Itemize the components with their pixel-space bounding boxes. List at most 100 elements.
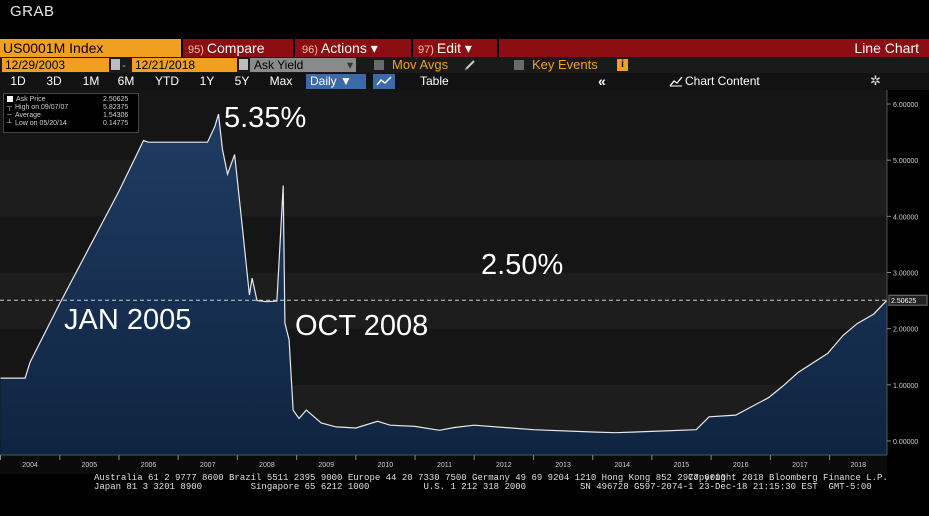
y-tick-label: 6.00000 <box>893 102 918 109</box>
chart-area[interactable]: 0.00000 1.00000 2.00000 3.00000 4.00000 5.000… <box>0 90 929 474</box>
range-3d[interactable]: 3D <box>46 74 62 88</box>
x-tick-label: 2013 <box>555 462 571 469</box>
footer-session-info: SN 496728 G597-2074-1 23-Dec-18 21:15:30… <box>580 482 872 492</box>
toolbar-separator <box>181 39 183 57</box>
range-ytd[interactable]: YTD <box>155 74 179 88</box>
y-tick-label: 5.00000 <box>893 158 918 165</box>
actions-number: 96) <box>302 44 318 56</box>
title-bar <box>0 0 929 38</box>
x-tick-label: 2005 <box>82 462 98 469</box>
range-5y[interactable]: 5Y <box>234 74 250 88</box>
x-tick-label: 2004 <box>22 462 38 469</box>
y-tick-label: 4.00000 <box>893 214 918 221</box>
current-value-tag <box>888 294 928 306</box>
legend-label: Ask Price <box>16 96 46 103</box>
compare-label: Compare <box>206 40 265 56</box>
range-1m[interactable]: 1M <box>82 74 100 88</box>
chart-content-button[interactable]: Chart Content <box>685 74 760 88</box>
collapse-icon[interactable]: « <box>598 73 606 89</box>
chart-content-icon <box>669 76 683 87</box>
y-tick-label: 1.00000 <box>893 383 918 390</box>
x-tick-label: 2014 <box>614 462 630 469</box>
annotation-current: 2.50% <box>481 249 564 281</box>
calendar-icon[interactable] <box>239 59 248 70</box>
x-tick-label: 2015 <box>674 462 690 469</box>
function-toolbar <box>0 39 929 57</box>
field-select-value: Ask Yield <box>254 58 304 72</box>
legend-value: 1.54306 <box>103 112 129 119</box>
x-tick-label: 2017 <box>792 462 808 469</box>
mov-avgs-label: Mov Avgs <box>392 57 449 72</box>
view-title: Line Chart <box>854 40 919 56</box>
footer-phone-line-2: Japan 81 3 3201 8900 Singapore 65 6212 1… <box>94 482 527 492</box>
pencil-icon[interactable] <box>464 59 476 71</box>
y-tick-label: 0.00000 <box>893 439 918 446</box>
compare-number: 95) <box>188 44 204 56</box>
x-tick-label: 2009 <box>318 462 334 469</box>
series-line <box>0 113 888 434</box>
table-button[interactable]: Table <box>420 74 449 88</box>
legend-value: 2.50625 <box>103 96 129 103</box>
info-icon[interactable]: i <box>617 59 628 71</box>
toolbar-separator <box>293 39 295 57</box>
y-tick-label: 2.00000 <box>893 327 918 334</box>
x-tick-label: 2010 <box>378 462 394 469</box>
toolbar-separator <box>497 39 499 57</box>
x-axis-band <box>0 455 887 474</box>
key-events-checkbox[interactable] <box>514 60 524 70</box>
calendar-icon[interactable] <box>111 59 120 70</box>
actions-label: Actions ▾ <box>320 40 378 56</box>
end-date-field[interactable]: 12/21/2018 <box>132 58 237 72</box>
actions-button[interactable]: 96) Actions ▾ <box>302 39 378 57</box>
edit-number: 97) <box>418 44 434 56</box>
legend-value: 0.14775 <box>103 120 129 127</box>
legend-label: Low on 05/20/14 <box>14 120 67 127</box>
toolbar-separator <box>411 39 413 57</box>
mov-avgs-checkbox[interactable] <box>374 60 384 70</box>
legend-item-average: ─ Average 1.54306 <box>7 112 128 120</box>
x-tick-label: 2011 <box>437 462 452 469</box>
legend-value: 5.82375 <box>103 104 129 111</box>
footer-copyright: Copyright 2018 Bloomberg Finance L.P. <box>580 473 888 483</box>
edit-button[interactable]: 97) Edit ▾ <box>418 39 472 57</box>
legend-label: High on 09/07/07 <box>14 104 69 111</box>
footer-phone-line-1: Australia 61 2 9777 8600 Brazil 5511 239… <box>94 473 726 483</box>
ticker-field[interactable]: US0001M Index <box>0 39 181 57</box>
legend-item-high: ┬ High on 09/07/07 5.82375 <box>7 104 128 112</box>
window-title: GRAB <box>10 3 55 20</box>
legend-item-low: ┴ Low on 05/20/14 0.14775 <box>7 120 128 128</box>
range-6m[interactable]: 6M <box>117 74 135 88</box>
chevron-down-icon: ▾ <box>346 58 353 72</box>
y-tick-label: 3.00000 <box>893 271 918 278</box>
average-marker-icon: ─ <box>7 112 12 119</box>
range-1y[interactable]: 1Y <box>199 74 215 88</box>
x-tick-label: 2007 <box>200 462 216 469</box>
x-tick-label: 2016 <box>733 462 749 469</box>
legend-label: Average <box>14 112 41 119</box>
field-select[interactable]: Ask Yield ▾ <box>250 58 356 72</box>
start-date-field[interactable]: 12/29/2003 <box>2 58 109 72</box>
series-area <box>0 114 887 455</box>
legend-item-ask-price: Ask Price 2.50625 <box>7 96 128 104</box>
compare-button[interactable]: 95) Compare <box>188 39 265 57</box>
annotation-oct-2008: OCT 2008 <box>295 310 429 342</box>
x-tick-label: 2006 <box>141 462 157 469</box>
range-bar <box>0 73 929 90</box>
x-tick-label: 2012 <box>496 462 512 469</box>
low-marker-icon: ┴ <box>7 120 12 127</box>
date-separator: - <box>122 58 126 72</box>
frequency-dropdown[interactable]: Daily ▼ <box>306 74 366 89</box>
edit-label: Edit ▾ <box>436 40 472 56</box>
line-chart-icon[interactable] <box>373 74 395 89</box>
annotation-jan-2005: JAN 2005 <box>64 304 192 336</box>
chart-legend: Ask Price 2.50625 ┬ High on 09/07/07 5.8237… <box>3 93 139 133</box>
annotation-peak: 5.35% <box>224 102 307 134</box>
range-max[interactable]: Max <box>269 74 293 88</box>
x-tick-label: 2008 <box>259 462 275 469</box>
current-value-label: 2.50625 <box>891 298 916 305</box>
high-marker-icon: ┬ <box>7 104 12 111</box>
key-events-label: Key Events <box>532 57 598 72</box>
range-1d[interactable]: 1D <box>10 74 26 88</box>
x-tick-label: 2018 <box>851 462 867 469</box>
gear-icon[interactable]: ✲ <box>870 73 881 88</box>
